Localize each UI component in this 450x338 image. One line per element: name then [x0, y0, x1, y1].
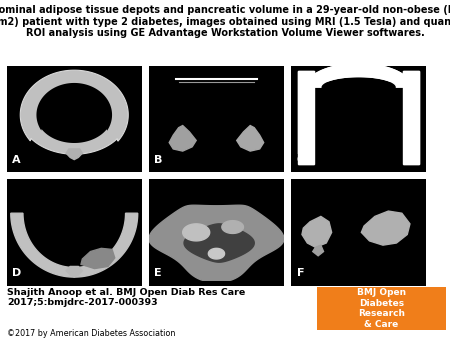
Text: BMJ Open
Diabetes
Research
& Care: BMJ Open Diabetes Research & Care: [357, 288, 406, 329]
Text: ©2017 by American Diabetes Association: ©2017 by American Diabetes Association: [7, 329, 175, 338]
Text: Shajith Anoop et al. BMJ Open Diab Res Care: Shajith Anoop et al. BMJ Open Diab Res C…: [7, 288, 245, 297]
Polygon shape: [361, 211, 410, 245]
Polygon shape: [314, 82, 403, 164]
Text: F: F: [297, 268, 304, 278]
Polygon shape: [403, 71, 419, 164]
Polygon shape: [222, 221, 243, 234]
Polygon shape: [81, 248, 115, 269]
Text: B: B: [154, 155, 163, 165]
Polygon shape: [183, 224, 210, 241]
Polygon shape: [184, 224, 254, 262]
Polygon shape: [302, 216, 332, 247]
Text: A: A: [12, 155, 21, 165]
Polygon shape: [298, 71, 314, 164]
Polygon shape: [306, 64, 411, 87]
Polygon shape: [149, 205, 284, 280]
Text: D: D: [12, 268, 22, 278]
Polygon shape: [237, 125, 264, 151]
Text: E: E: [154, 268, 162, 278]
Text: Abdominal adipose tissue depots and pancreatic volume in a 29-year-old non-obese: Abdominal adipose tissue depots and panc…: [0, 5, 450, 38]
Polygon shape: [169, 125, 196, 151]
Polygon shape: [306, 64, 411, 87]
Polygon shape: [298, 71, 314, 164]
Text: C: C: [297, 155, 305, 165]
Polygon shape: [403, 71, 419, 164]
Polygon shape: [36, 83, 112, 143]
Polygon shape: [66, 149, 82, 160]
Polygon shape: [11, 213, 138, 277]
Polygon shape: [20, 70, 128, 154]
Polygon shape: [313, 245, 324, 256]
Polygon shape: [208, 248, 225, 259]
Text: 2017;5:bmjdrc-2017-000393: 2017;5:bmjdrc-2017-000393: [7, 298, 157, 307]
Polygon shape: [66, 266, 82, 277]
